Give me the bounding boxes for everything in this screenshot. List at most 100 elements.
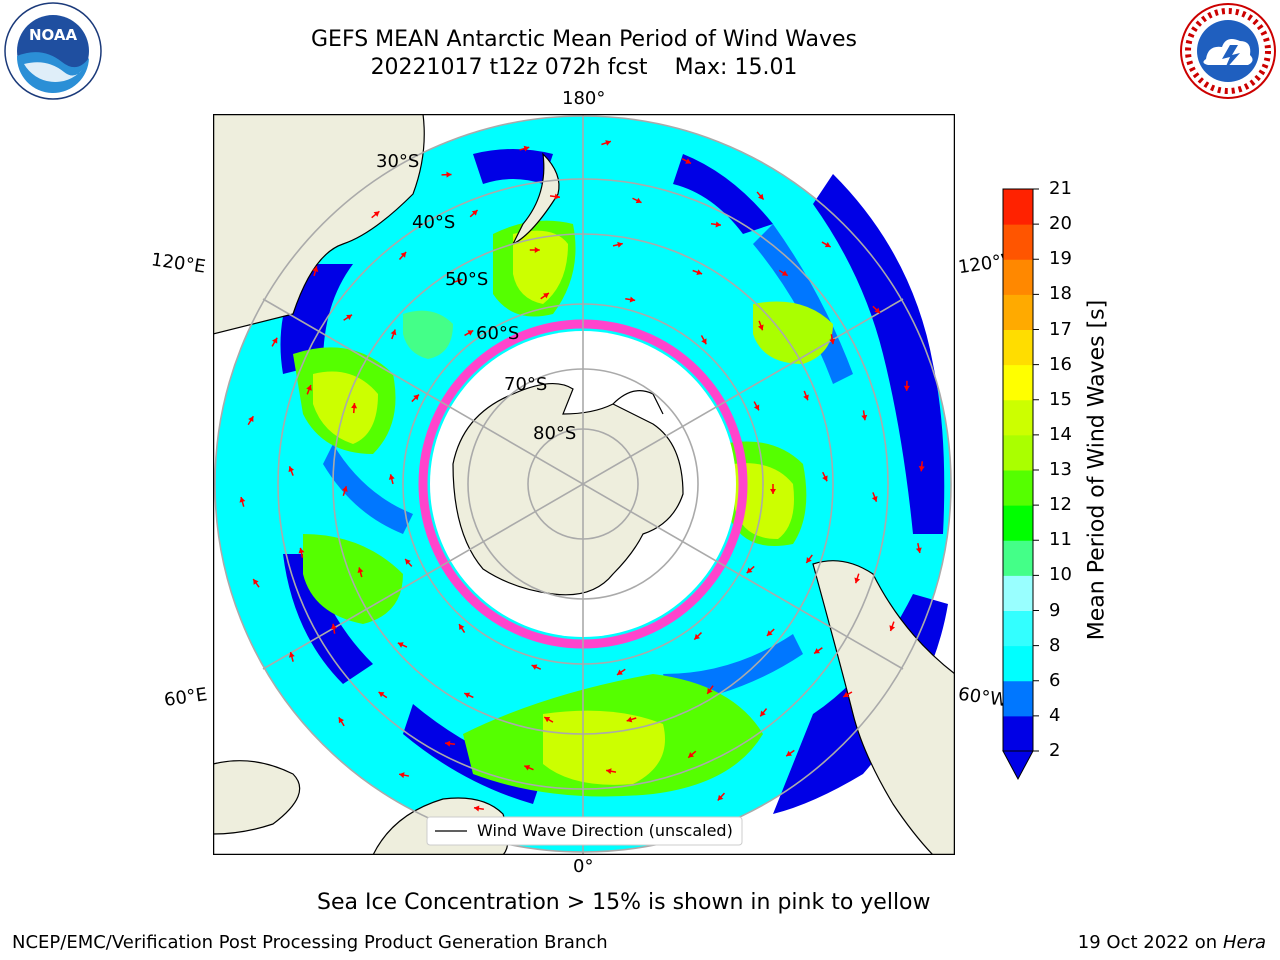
footer-date: 19 Oct 2022 on Hera (1078, 932, 1266, 953)
wind-wave-arrow-head (467, 330, 474, 336)
lon-label-0: 0° (573, 856, 594, 877)
wind-wave-arrow-head (918, 466, 925, 472)
wind-wave-arrow-head (357, 567, 364, 574)
wind-wave-arrow-head (694, 633, 700, 640)
lat-label-40s: 40°S (412, 212, 456, 233)
wind-wave-arrow-head (338, 717, 345, 724)
wind-wave-arrow-head (253, 579, 259, 585)
wind-wave-arrow-head (390, 329, 397, 336)
noaa-logo-text: NOAA (29, 26, 78, 44)
nws-logo (1180, 3, 1276, 99)
wind-wave-arrow-head (288, 466, 295, 473)
colorbar-segment (1003, 189, 1033, 225)
polar-map: Wind Wave Direction (unscaled) (213, 114, 955, 855)
lon-label-180: 180° (562, 88, 606, 109)
lon-label-60e: 60°E (162, 684, 209, 711)
noaa-logo: NOAA (4, 2, 102, 100)
wind-wave-arrow-head (685, 158, 691, 164)
wind-wave-arrow-head (874, 307, 881, 314)
wind-wave-arrow-head (696, 269, 703, 276)
colorbar-tick-label: 2 (1049, 740, 1061, 761)
wind-wave-arrow-head (445, 740, 451, 747)
colorbar-segment (1003, 224, 1033, 260)
wind-wave-arrow-head (306, 385, 312, 391)
colorbar-segment (1003, 329, 1033, 366)
colorbar-segment (1003, 645, 1033, 682)
colorbar-tick-label: 17 (1049, 318, 1072, 340)
wind-wave-arrow-head (688, 752, 694, 758)
wind-wave-arrow-head (829, 338, 836, 345)
colorbar-segment (1003, 610, 1033, 647)
max-value: Max: 15.01 (674, 55, 798, 80)
wind-wave-arrow-head (806, 557, 812, 563)
colorbar-segment (1003, 399, 1033, 436)
wind-wave-arrow-head (330, 623, 337, 630)
wind-wave-arrow-head (915, 547, 922, 553)
wind-wave-arrow-head (405, 558, 411, 565)
wind-wave-arrow-head (889, 625, 896, 632)
wind-wave-arrow-head (854, 577, 861, 584)
wind-wave-arrow-head (605, 140, 611, 146)
graticule (214, 114, 952, 855)
lat-label-60s: 60°S (476, 323, 520, 344)
wind-wave-arrow-head (861, 414, 868, 421)
wind-wave-arrow-head (456, 278, 463, 284)
wind-wave-arrow-head (814, 648, 820, 654)
footer-host: Hera (1222, 932, 1266, 953)
wind-wave-arrow-head (459, 624, 465, 631)
wind-wave-arrow-head (822, 475, 828, 482)
wind-wave-arrow-head (753, 404, 760, 411)
wind-wave-arrow-head (616, 669, 623, 675)
footer-date-text: 19 Oct 2022 on (1077, 932, 1218, 953)
wind-wave-arrow-head (248, 416, 254, 423)
colorbar-tick-label: 8 (1049, 634, 1061, 656)
colorbar-tick-label: 6 (1049, 669, 1061, 691)
wind-wave-arrow-head (629, 296, 636, 303)
colorbar-tick-label: 21 (1049, 178, 1072, 199)
colorbar-segment (1003, 364, 1033, 401)
colorbar-segment (1003, 575, 1033, 611)
colorbar-label: Mean Period of Wind Waves [s] (1084, 299, 1110, 641)
colorbar-segment (1003, 294, 1033, 330)
wind-wave-arrow-head (341, 486, 348, 492)
wind-wave-arrow-head (544, 717, 551, 723)
colorbar (1002, 188, 1039, 781)
wind-wave-arrow-head (760, 710, 766, 717)
chart-title: GEFS MEAN Antarctic Mean Period of Wind … (311, 27, 857, 52)
wind-wave-arrow-head (351, 403, 358, 409)
map-frame (213, 114, 955, 855)
colorbar-tick-label: 15 (1049, 388, 1072, 410)
legend-label: Wind Wave Direction (unscaled) (477, 821, 733, 840)
wind-wave-arrow-head (707, 688, 713, 694)
wind-wave-arrow-head (272, 337, 278, 344)
wind-wave-arrow-head (373, 211, 380, 217)
colorbar-tick-label: 16 (1049, 353, 1072, 375)
sea-ice-note: Sea Ice Concentration > 15% is shown in … (317, 890, 931, 915)
wind-wave-arrow-head (701, 338, 707, 345)
wind-wave-arrow-head (534, 246, 540, 253)
wind-wave-arrow-head (781, 270, 788, 276)
colorbar-segment (1003, 505, 1033, 541)
wind-wave-arrow-head (803, 394, 809, 401)
colorbar-segment (1003, 715, 1033, 752)
australia-landmass (213, 114, 425, 335)
colorbar-segment (1003, 259, 1033, 295)
wind-wave-arrow-head (400, 251, 407, 258)
wind-wave-arrow-head (446, 171, 452, 178)
wind-wave-arrow-head (746, 567, 753, 574)
lat-label-80s: 80°S (533, 423, 577, 444)
wind-wave-arrow-head (635, 197, 642, 204)
colorbar-tick-label: 10 (1049, 564, 1072, 586)
wind-wave-arrow-head (378, 691, 385, 698)
wind-wave-arrow-head (770, 489, 776, 494)
wind-wave-arrow-head (473, 805, 480, 812)
run-info: 20221017 t12z 072h fcst (370, 55, 648, 80)
wind-wave-arrow-head (757, 324, 764, 331)
lon-label-120e: 120°E (149, 249, 207, 278)
wind-wave-arrow-head (758, 193, 764, 200)
colorbar-tick-label: 9 (1049, 599, 1061, 621)
wind-wave-arrow-head (239, 497, 246, 503)
wind-wave-arrow-head (471, 210, 478, 216)
long-period-patches (293, 220, 833, 797)
wind-wave-arrow-head (824, 241, 831, 248)
